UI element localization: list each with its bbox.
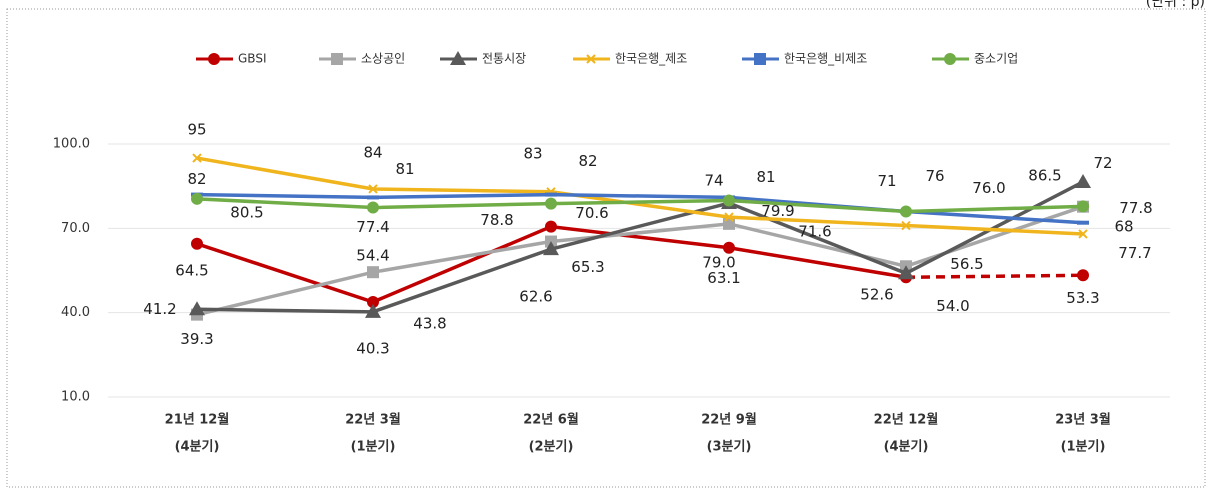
- marker: [901, 220, 911, 231]
- x-tick-label: (1분기): [1061, 440, 1106, 455]
- x-tick-label: 22년 9월: [701, 412, 757, 428]
- x-tick-label: (4분기): [884, 440, 929, 455]
- data-label: 71: [877, 172, 896, 190]
- marker: [898, 265, 914, 280]
- frame: [6, 8, 1206, 488]
- data-label: 54.0: [936, 297, 969, 315]
- marker: [545, 220, 557, 233]
- data-label: 86.5: [1028, 166, 1061, 184]
- marker: [900, 205, 912, 218]
- marker: [1075, 173, 1091, 188]
- legend-label: 전통시장: [482, 52, 526, 66]
- data-label: 95: [187, 121, 206, 139]
- data-label: 77.4: [356, 218, 389, 236]
- data-label: 84: [363, 143, 382, 161]
- data-label: 56.5: [950, 255, 983, 273]
- data-label: 79.9: [761, 202, 794, 220]
- data-label: 77.8: [1119, 199, 1152, 217]
- data-label: 70.6: [575, 204, 608, 222]
- marker: [723, 241, 735, 254]
- x-tick-label: 21년 12월: [165, 412, 230, 428]
- data-label: 78.8: [480, 211, 513, 229]
- data-label: 79.0: [702, 254, 735, 272]
- data-label: 52.6: [860, 286, 893, 304]
- data-label: 82: [578, 152, 597, 170]
- series-line: [196, 192, 1084, 225]
- x-tick-label: 22년 12월: [874, 412, 939, 428]
- marker: [191, 192, 203, 205]
- series-line: [196, 197, 1084, 214]
- marker: [723, 194, 735, 207]
- marker: [367, 266, 379, 279]
- marker: [368, 184, 378, 194]
- marker: [754, 53, 766, 65]
- data-label: 40.3: [356, 339, 389, 357]
- series-line: [196, 156, 1084, 236]
- y-tick-label: 40.0: [61, 305, 90, 320]
- data-label: 39.3: [180, 330, 213, 348]
- marker: [365, 303, 381, 318]
- data-label: 41.2: [143, 300, 176, 318]
- marker: [1077, 269, 1089, 282]
- x-tick-label: 22년 3월: [345, 412, 401, 428]
- data-label: 68: [1114, 217, 1133, 235]
- data-label: 71.6: [798, 222, 831, 240]
- marker: [1078, 229, 1088, 239]
- x-tick-label: 23년 3월: [1055, 412, 1111, 428]
- marker: [192, 153, 202, 163]
- data-label: 43.8: [413, 314, 446, 332]
- x-tick-label: 22년 6월: [523, 412, 579, 428]
- x-tick-label: (4분기): [175, 440, 220, 455]
- legend-label: GBSI: [238, 52, 266, 66]
- data-label: 83: [523, 144, 542, 162]
- data-label: 53.3: [1066, 289, 1099, 307]
- marker: [367, 295, 379, 308]
- marker: [450, 51, 466, 65]
- x-tick-label: (2분기): [529, 440, 574, 455]
- marker: [191, 237, 203, 250]
- data-label: 64.5: [175, 261, 208, 279]
- marker: [367, 201, 379, 214]
- y-tick-label: 10.0: [61, 390, 90, 405]
- data-label: 81: [756, 168, 775, 186]
- data-label: 76: [925, 167, 944, 185]
- data-label: 54.4: [356, 247, 389, 265]
- y-tick-label: 100.0: [53, 137, 90, 152]
- data-label: 74: [704, 172, 723, 190]
- marker: [545, 197, 557, 210]
- data-label: 76.0: [972, 179, 1005, 197]
- x-tick-label: (3분기): [707, 440, 752, 455]
- marker: [208, 53, 220, 65]
- marker: [331, 53, 343, 65]
- marker: [723, 217, 735, 230]
- marker: [944, 53, 956, 65]
- marker: [543, 241, 559, 256]
- data-label: 81: [395, 160, 414, 178]
- marker: [1077, 200, 1089, 213]
- series-line: [196, 180, 1084, 314]
- data-label: 62.6: [519, 288, 552, 306]
- marker: [586, 54, 596, 64]
- data-label: 63.1: [707, 269, 740, 287]
- marker: [189, 301, 205, 316]
- y-tick-label: 70.0: [61, 221, 90, 236]
- marker: [724, 212, 734, 222]
- series-line-dashed: [905, 273, 1084, 279]
- data-label: 82: [187, 170, 206, 188]
- legend-label: 소상공인: [361, 52, 405, 66]
- data-label: 72: [1093, 154, 1112, 172]
- unit-label: (단위 : p): [1146, 0, 1205, 10]
- legend-label: 중소기업: [974, 52, 1018, 66]
- data-label: 80.5: [230, 203, 263, 221]
- legend-label: 한국은행_비제조: [784, 51, 867, 66]
- legend-label: 한국은행_제조: [615, 51, 687, 66]
- data-label: 65.3: [571, 258, 604, 276]
- data-label: 77.7: [1118, 244, 1151, 262]
- x-tick-label: (1분기): [351, 440, 396, 455]
